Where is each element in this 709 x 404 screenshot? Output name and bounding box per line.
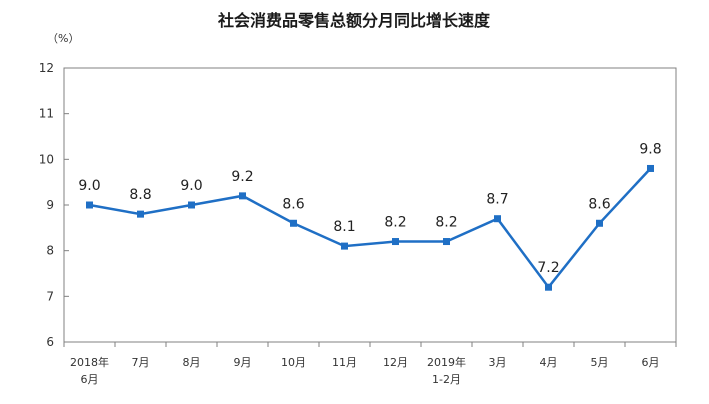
y-tick-label: 6 (46, 335, 54, 349)
x-axis-ticks: 2018年 6月 7月 8月 9月 10月 11月 12月 2019年 1-2月 3月 4月 5月 6月 (63, 342, 677, 386)
x-tick-label: 4月 (540, 356, 558, 369)
x-tick-label: 2019年 (427, 355, 466, 369)
data-label: 8.2 (435, 215, 457, 231)
y-tick-label: 8 (46, 244, 54, 258)
data-point (239, 192, 246, 200)
x-tick-label: 9月 (234, 356, 252, 369)
data-label: 7.2 (537, 260, 559, 276)
data-label: 9.0 (180, 178, 202, 194)
data-label: 8.8 (129, 187, 151, 203)
data-label: 8.7 (486, 192, 508, 208)
data-label: 9.8 (639, 141, 661, 157)
x-tick-label: 8月 (183, 356, 201, 369)
x-tick-label: 5月 (591, 356, 609, 369)
data-point (596, 219, 603, 227)
data-point (137, 210, 144, 218)
x-tick-label: 10月 (281, 356, 306, 369)
data-label: 9.0 (78, 178, 100, 194)
y-tick-label: 10 (39, 152, 54, 166)
data-point (494, 215, 501, 223)
data-labels: 9.0 8.8 9.0 9.2 8.6 8.1 8.2 8.2 8.7 7.2 8.6 9.8 (78, 141, 661, 276)
series-line (89, 167, 652, 290)
data-label: 8.6 (282, 196, 304, 212)
y-tick-label: 9 (46, 198, 54, 212)
series-markers (86, 164, 654, 291)
y-tick-label: 12 (39, 61, 54, 75)
data-point (341, 242, 348, 250)
y-axis-ticks: 6 7 8 9 10 11 12 (39, 61, 69, 349)
data-point (545, 283, 552, 291)
data-label: 9.2 (231, 169, 253, 185)
data-point (188, 201, 195, 209)
x-tick-label: 6月 (642, 356, 660, 369)
x-tick-label: 6月 (81, 373, 99, 386)
y-axis-unit-label: （%） (47, 32, 79, 45)
data-point (86, 201, 93, 209)
data-point (290, 219, 297, 227)
y-tick-label: 11 (39, 107, 54, 121)
x-tick-label: 11月 (332, 356, 357, 369)
data-point (392, 238, 399, 246)
data-label: 8.2 (384, 215, 406, 231)
data-point (443, 238, 450, 246)
x-tick-label: 12月 (383, 356, 408, 369)
data-point (647, 164, 654, 172)
x-tick-label: 2018年 (70, 355, 109, 369)
plot-area-frame (63, 67, 677, 343)
x-tick-label: 7月 (132, 356, 150, 369)
data-label: 8.1 (333, 219, 355, 235)
x-tick-label: 3月 (489, 356, 507, 369)
x-tick-label: 1-2月 (432, 373, 461, 386)
y-tick-label: 7 (46, 289, 54, 303)
chart-title: 社会消费品零售总额分月同比增长速度 (217, 11, 491, 30)
data-label: 8.6 (588, 196, 610, 212)
